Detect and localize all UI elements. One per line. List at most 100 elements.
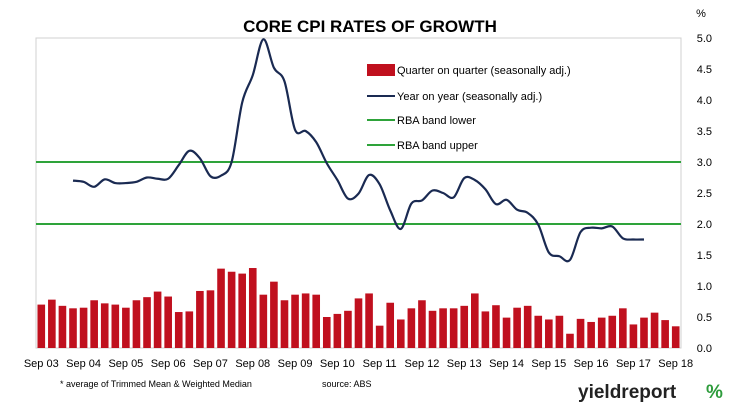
bar-jun-08 — [238, 273, 246, 348]
x-tick-label: Sep 09 — [278, 358, 313, 370]
y-tick-label: 3.0 — [697, 157, 712, 169]
bar-dec-06 — [174, 312, 183, 348]
legend: Quarter on quarter (seasonally adj.) Year… — [367, 64, 571, 152]
bar-sep-05 — [122, 307, 130, 348]
bar-sep-11 — [375, 325, 384, 348]
bar-sep-17 — [629, 324, 638, 348]
line-series — [72, 38, 644, 263]
x-tick-label: Sep 15 — [531, 358, 566, 370]
source-note: source: ABS — [322, 379, 372, 389]
x-axis-ticks: Sep 03 Sep 04 Sep 05 Sep 06 Sep 07 Sep 08 Sep … — [24, 358, 693, 370]
bar-dec-04 — [90, 300, 98, 348]
bar-dec-12 — [428, 310, 437, 348]
x-tick-label: Sep 16 — [574, 358, 609, 370]
bar-jun-10 — [322, 317, 331, 348]
x-tick-label: Sep 04 — [66, 358, 101, 370]
bar-dec-03 — [48, 299, 56, 348]
y-tick-label: 0.0 — [697, 343, 712, 355]
legend-label: Quarter on quarter (seasonally adj.) — [397, 65, 571, 77]
x-tick-label: Sep 17 — [616, 358, 651, 370]
bar-sep-07 — [206, 290, 215, 348]
y-axis-ticks: 0.0 0.5 1.0 1.5 2.0 2.5 3.0 3.5 4.0 4.5 5.0 — [697, 33, 712, 355]
bar-sep-18 — [671, 326, 680, 348]
bar-sep-10 — [333, 313, 342, 348]
bar-jun-18 — [661, 320, 669, 348]
bar-sep-09 — [291, 294, 299, 348]
legend-label: Year on year (seasonally adj.) — [397, 91, 542, 103]
bar-mar-07 — [185, 311, 194, 348]
bar-jun-15 — [534, 315, 543, 348]
x-tick-label: Sep 18 — [658, 358, 693, 370]
y-tick-label: 3.5 — [697, 126, 712, 138]
bar-mar-16 — [566, 333, 574, 348]
bar-dec-13 — [471, 293, 479, 348]
y-tick-label: 4.5 — [697, 64, 712, 76]
bar-series — [37, 268, 680, 348]
bar-jun-05 — [111, 304, 120, 348]
bar-sep-14 — [502, 317, 511, 348]
bar-jun-04 — [69, 308, 77, 348]
bar-dec-16 — [597, 317, 606, 348]
bar-dec-10 — [344, 310, 352, 348]
bar-mar-10 — [312, 294, 321, 348]
rba-band-lines — [36, 161, 681, 225]
y-tick-label: 1.5 — [697, 250, 712, 262]
y-tick-label: 0.5 — [697, 312, 712, 324]
legend-label: RBA band upper — [397, 140, 478, 152]
bar-jun-17 — [619, 308, 627, 348]
bar-mar-12 — [396, 319, 405, 348]
bar-jun-12 — [407, 308, 416, 348]
legend-label: RBA band lower — [397, 115, 476, 127]
bar-mar-18 — [650, 312, 659, 348]
bar-jun-14 — [492, 305, 500, 348]
bar-dec-08 — [259, 294, 268, 348]
y-axis-unit: % — [696, 8, 706, 20]
x-tick-label: Sep 11 — [363, 358, 397, 370]
bar-dec-05 — [132, 300, 141, 348]
footnote: * average of Trimmed Mean & Weighted Med… — [60, 379, 252, 389]
bar-sep-16 — [587, 321, 595, 348]
y-tick-label: 2.5 — [697, 188, 712, 200]
y-tick-label: 2.0 — [697, 219, 712, 231]
bar-dec-17 — [640, 317, 648, 348]
x-tick-label: Sep 07 — [193, 358, 228, 370]
bar-jun-09 — [280, 300, 289, 348]
bar-sep-15 — [545, 319, 553, 348]
x-tick-label: Sep 14 — [489, 358, 524, 370]
bar-mar-11 — [354, 298, 363, 348]
y-tick-label: 5.0 — [697, 33, 712, 45]
chart-title: CORE CPI RATES OF GROWTH — [243, 17, 497, 36]
bar-mar-09 — [270, 281, 278, 348]
bar-mar-08 — [227, 271, 236, 348]
brand-percent-mark: % — [706, 382, 723, 403]
brand-logo: yieldreport % — [578, 382, 723, 403]
bar-sep-13 — [460, 305, 469, 348]
x-tick-label: Sep 06 — [151, 358, 186, 370]
bar-mar-14 — [481, 311, 490, 348]
bar-mar-15 — [523, 305, 532, 348]
bar-sep-06 — [164, 296, 172, 348]
bar-sep-04 — [79, 307, 88, 348]
bar-jun-07 — [196, 290, 204, 348]
bar-mar-13 — [439, 308, 447, 348]
year-on-year-line — [72, 38, 644, 263]
bar-jun-13 — [449, 308, 458, 348]
bar-dec-15 — [555, 315, 564, 348]
x-tick-label: Sep 13 — [447, 358, 482, 370]
x-tick-label: Sep 03 — [24, 358, 59, 370]
bar-mar-06 — [143, 297, 151, 348]
bar-dec-14 — [513, 307, 521, 348]
bar-jun-16 — [576, 318, 585, 348]
bar-sep-03 — [37, 304, 46, 348]
bar-mar-04 — [58, 305, 67, 348]
x-tick-label: Sep 05 — [108, 358, 143, 370]
bar-jun-11 — [365, 293, 373, 348]
bar-jun-06 — [153, 291, 162, 348]
bar-sep-08 — [248, 268, 257, 348]
legend-swatch-bar — [367, 64, 395, 76]
bar-dec-07 — [217, 268, 225, 348]
y-tick-label: 1.0 — [697, 281, 712, 293]
bar-mar-05 — [100, 303, 109, 348]
x-tick-label: Sep 08 — [235, 358, 270, 370]
